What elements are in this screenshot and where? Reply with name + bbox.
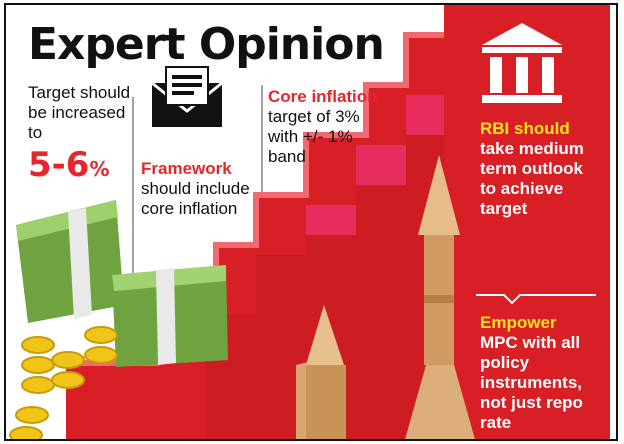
- framework-note: Framework should include core inflation: [141, 159, 250, 218]
- bank-icon: [482, 23, 562, 103]
- empower-note: Empower MPC with all policy instruments,…: [480, 313, 583, 432]
- infographic: Expert Opinion Target should be increase…: [4, 3, 618, 441]
- target-text: Target should be increased to: [28, 83, 131, 142]
- coins: [9, 326, 118, 439]
- panel-divider: [476, 294, 596, 305]
- rbi-note: RBI should take medium term outlook to a…: [480, 119, 584, 218]
- core-inflation-note: Core inflation target of 3% with +/- 1% …: [268, 87, 378, 166]
- target-value: 5-6%: [28, 145, 110, 185]
- envelope-icon: [151, 66, 223, 127]
- money-stacks: [16, 200, 228, 367]
- page-title: Expert Opinion: [28, 19, 385, 70]
- illustration: [9, 5, 616, 439]
- wooden-blocks: [296, 155, 475, 439]
